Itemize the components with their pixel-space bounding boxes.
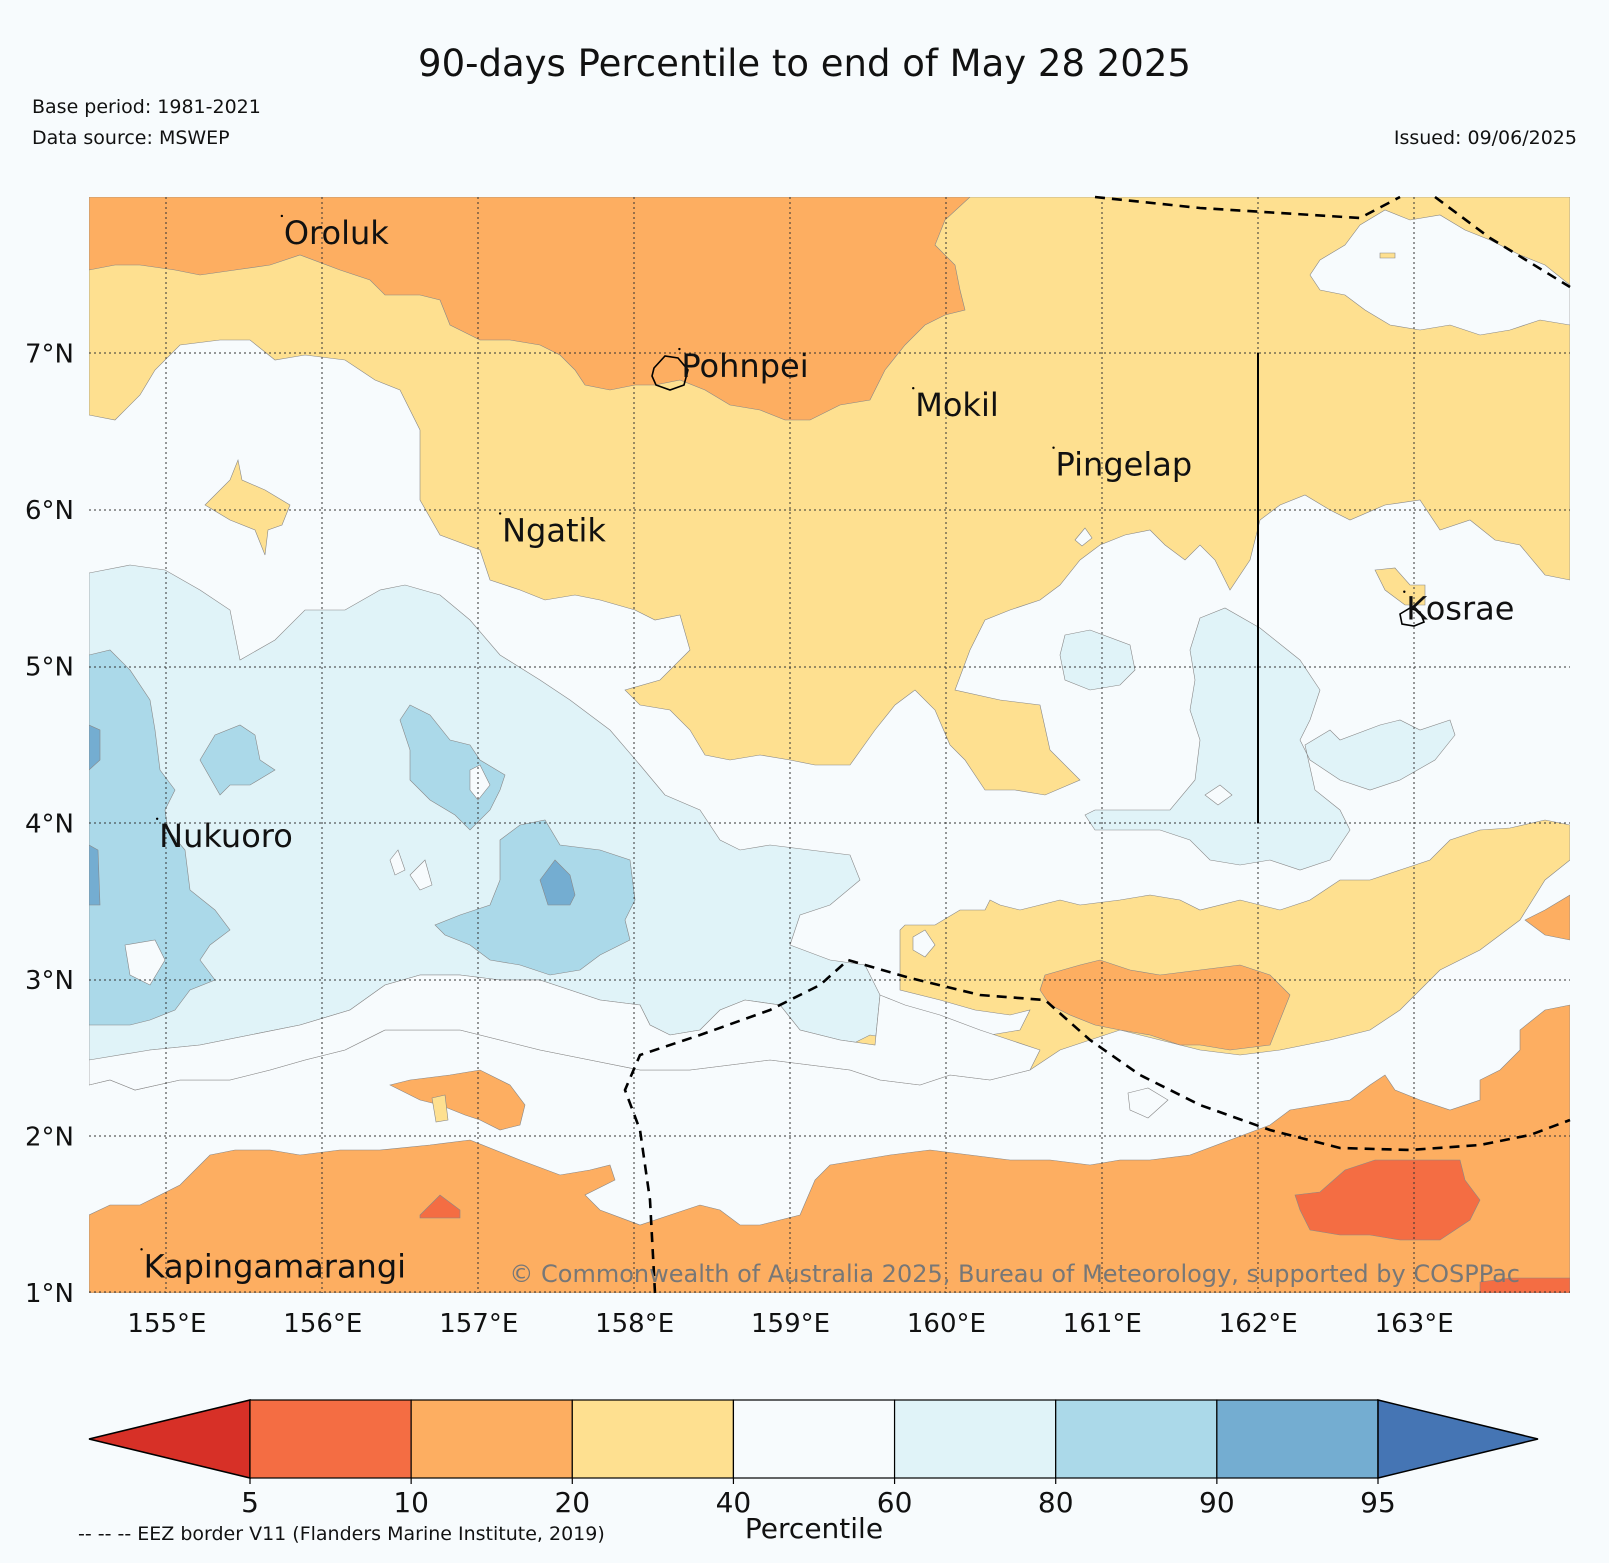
place-marker bbox=[912, 387, 915, 390]
lat-tick-label: 5°N bbox=[25, 653, 74, 683]
colorbar-tick-label: 10 bbox=[393, 1486, 429, 1519]
region-40-60-islet-b bbox=[1074, 527, 1093, 547]
lat-tick-label: 7°N bbox=[25, 340, 74, 370]
region-20-40-sw-hole bbox=[431, 1094, 449, 1123]
region-40-60-hole-g bbox=[912, 929, 936, 958]
region-10-20-east-edge bbox=[1524, 894, 1570, 941]
region-90-95-a bbox=[539, 859, 576, 906]
place-marker bbox=[498, 512, 502, 515]
region-90-95-b bbox=[89, 724, 101, 771]
percentile-contours bbox=[89, 197, 1570, 1293]
region-40-60-hole-f bbox=[1127, 1087, 1169, 1119]
pohnpei-island-outline bbox=[651, 355, 689, 391]
region-40-60-hole-a bbox=[1204, 784, 1233, 806]
lat-tick-label: 6°N bbox=[25, 496, 74, 526]
colorbar-tick-label: 40 bbox=[716, 1486, 752, 1519]
lat-tick-label: 3°N bbox=[25, 966, 74, 996]
lon-tick-label: 158°E bbox=[595, 1309, 674, 1339]
colorbar-segment bbox=[249, 1399, 412, 1479]
region-10-20-north bbox=[89, 197, 971, 421]
colorbar-segment bbox=[893, 1399, 1057, 1479]
colorbar-segment bbox=[1216, 1399, 1379, 1479]
colorbar-extend-high bbox=[1377, 1399, 1539, 1479]
colorbar-segment bbox=[732, 1399, 896, 1479]
colorbar-extend-low bbox=[88, 1399, 251, 1479]
map-panel: Oroluk Pohnpei Mokil Pingelap Ngatik Kosrae Nu… bbox=[25, 195, 1571, 1339]
region-20-40-ne-islet bbox=[1379, 252, 1396, 259]
lon-tick-label: 161°E bbox=[1063, 1309, 1142, 1339]
lon-tick-label: 162°E bbox=[1219, 1309, 1298, 1339]
colorbar-tick-label: 5 bbox=[241, 1486, 259, 1519]
region-5-10-se bbox=[1294, 1159, 1481, 1241]
place-marker bbox=[678, 347, 681, 351]
place-labels: Oroluk Pohnpei Mokil Pingelap Ngatik Kosrae Nu… bbox=[140, 214, 1514, 1285]
lat-tick-label: 2°N bbox=[25, 1122, 74, 1152]
place-label: Kapingamarangi bbox=[144, 1247, 406, 1285]
region-40-60-hole-c bbox=[469, 764, 491, 801]
latitude-tick-labels: 1°N 2°N 3°N 4°N 5°N 6°N 7°N bbox=[25, 340, 74, 1309]
place-label: Mokil bbox=[915, 386, 999, 424]
colorbar-tick-label: 90 bbox=[1199, 1486, 1235, 1519]
place-marker bbox=[155, 817, 159, 820]
kosrae-island-outline bbox=[1399, 607, 1426, 627]
colorbar-segment bbox=[571, 1399, 735, 1479]
place-marker bbox=[280, 214, 284, 218]
lon-tick-label: 163°E bbox=[1375, 1309, 1454, 1339]
place-label: Ngatik bbox=[502, 511, 606, 549]
base-period: Base period: 1981-2021 bbox=[32, 96, 261, 118]
map-title: 90-days Percentile to end of May 28 2025 bbox=[418, 42, 1191, 85]
colorbar-tick-labels: 5 10 20 40 60 80 90 95 bbox=[241, 1478, 1396, 1519]
map-gridlines bbox=[89, 197, 1570, 1293]
region-5-10-edge bbox=[1479, 1277, 1570, 1293]
region-20-40-islet-a bbox=[204, 458, 291, 556]
region-80-90-c bbox=[434, 819, 636, 976]
lon-tick-label: 156°E bbox=[283, 1309, 362, 1339]
lon-tick-label: 157°E bbox=[439, 1309, 518, 1339]
place-label: Pingelap bbox=[1056, 446, 1193, 484]
colorbar-segments bbox=[88, 1399, 1539, 1479]
region-40-60-hole-e bbox=[389, 849, 406, 876]
region-40-60-hole-d bbox=[409, 859, 433, 891]
colorbar-tick-label: 80 bbox=[1038, 1486, 1074, 1519]
colorbar: 5 10 20 40 60 80 90 95 Percentile bbox=[88, 1399, 1539, 1545]
issued-date: Issued: 09/06/2025 bbox=[1393, 127, 1577, 149]
region-80-90-a bbox=[199, 724, 276, 796]
place-label: Nukuoro bbox=[159, 817, 293, 855]
region-40-60-hole-b bbox=[124, 939, 166, 986]
place-marker bbox=[140, 1248, 143, 1251]
lon-tick-label: 155°E bbox=[127, 1309, 206, 1339]
colorbar-segment bbox=[1055, 1399, 1218, 1479]
colorbar-tick-label: 95 bbox=[1360, 1486, 1396, 1519]
place-label: Pohnpei bbox=[681, 347, 808, 385]
colorbar-title: Percentile bbox=[745, 1512, 883, 1545]
lat-tick-label: 1°N bbox=[25, 1279, 74, 1309]
colorbar-tick-label: 60 bbox=[877, 1486, 913, 1519]
region-60-80-mid-east bbox=[1059, 629, 1136, 691]
region-20-40-north bbox=[89, 197, 1570, 796]
region-80-90-west bbox=[89, 649, 231, 1026]
colorbar-segment bbox=[410, 1399, 573, 1479]
region-5-10-sw bbox=[419, 1194, 461, 1219]
place-label: Kosrae bbox=[1406, 590, 1514, 628]
data-source: Data source: MSWEP bbox=[32, 127, 230, 149]
colorbar-tick-label: 20 bbox=[554, 1486, 590, 1519]
eez-legend-note: -- -- -- EEZ border V11 (Flanders Marine… bbox=[78, 1523, 605, 1545]
longitude-tick-labels: 155°E 156°E 157°E 158°E 159°E 160°E 161°E 162°E… bbox=[127, 1309, 1453, 1339]
region-60-80-east bbox=[1084, 607, 1456, 871]
place-label: Oroluk bbox=[284, 214, 389, 252]
place-marker bbox=[1403, 590, 1406, 593]
eez-border bbox=[623, 195, 1571, 1294]
lat-tick-label: 4°N bbox=[25, 809, 74, 839]
region-20-40-kosrae bbox=[1374, 567, 1426, 606]
lon-tick-label: 160°E bbox=[907, 1309, 986, 1339]
region-40-60-northeast bbox=[1309, 209, 1570, 336]
lon-tick-label: 159°E bbox=[751, 1309, 830, 1339]
region-90-95-c bbox=[89, 844, 101, 906]
place-marker bbox=[1052, 446, 1055, 449]
copyright-notice: © Commonwealth of Australia 2025, Bureau… bbox=[509, 1260, 1520, 1288]
region-10-20-south bbox=[89, 1004, 1570, 1293]
